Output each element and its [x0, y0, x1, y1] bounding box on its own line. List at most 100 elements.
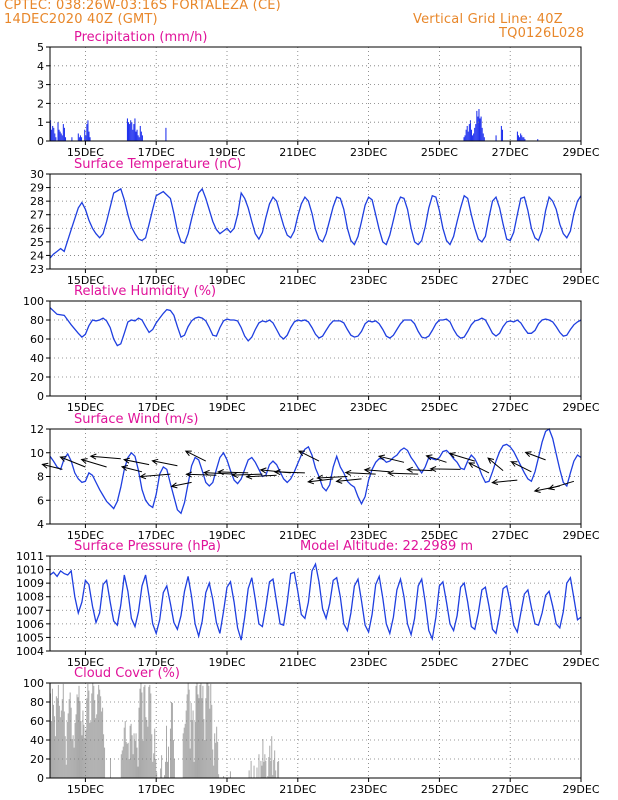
wind-vector — [307, 478, 334, 485]
precip-bar — [476, 110, 478, 141]
y-tick-label: 6 — [37, 494, 44, 507]
cloud-bar — [183, 727, 185, 778]
cloud-bar — [144, 684, 146, 778]
y-tick-label: 0 — [37, 135, 44, 148]
precip-bar — [468, 124, 470, 141]
cloud-bar — [122, 746, 124, 778]
y-tick-label: 23 — [30, 263, 44, 276]
cloud-bar — [190, 702, 192, 778]
cloud-bar — [169, 728, 171, 778]
precip-bar — [57, 122, 59, 141]
cloud-bar — [229, 771, 231, 778]
cloud-bar — [89, 722, 91, 778]
precip-bar — [52, 125, 54, 141]
panel-frame — [49, 428, 582, 525]
wind-vector — [245, 473, 277, 480]
precip-bar — [85, 135, 87, 141]
cloud-bar — [209, 708, 211, 778]
y-tick-label: 40 — [30, 352, 44, 365]
x-tick-label: 19DEC — [208, 656, 245, 669]
precip-bar — [80, 137, 83, 141]
x-tick-label: 19DEC — [208, 146, 245, 159]
cloud-bar — [191, 720, 193, 778]
y-tick-label: 27 — [30, 209, 44, 222]
cloud-bar — [124, 721, 126, 778]
cloud-bar — [56, 698, 58, 778]
cloud-bar — [150, 693, 152, 778]
precip-bar — [55, 137, 57, 141]
panel-title: Surface Wind (m/s) — [74, 412, 198, 427]
cloud-bar — [164, 775, 166, 778]
precip-bar — [58, 129, 60, 141]
cloud-bar — [127, 742, 129, 778]
precip-bar — [139, 125, 141, 141]
wind-vector — [387, 470, 419, 477]
cloud-bar — [94, 700, 96, 778]
cloud-bar — [156, 772, 158, 778]
cloud-bar — [263, 761, 265, 778]
precip-bar — [475, 124, 477, 141]
cloud-bar — [205, 698, 207, 778]
x-tick-label: 15DEC — [67, 783, 104, 796]
x-tick-label: 17DEC — [138, 529, 175, 542]
precip-bar — [77, 133, 79, 141]
panel-title: Precipitation (mm/h) — [74, 30, 207, 45]
cloud-bar — [104, 747, 106, 778]
cloud-bar — [139, 688, 141, 778]
cloud-bar — [275, 770, 277, 778]
cloud-bar — [210, 683, 212, 778]
cloud-bar — [216, 726, 218, 778]
cloud-bar — [147, 726, 149, 778]
x-tick-label: 29DEC — [562, 146, 599, 159]
cloud-bar — [125, 741, 127, 778]
precip-bar — [500, 125, 502, 141]
precip-bar — [477, 116, 479, 141]
header-date: 14DEC2020 40Z (GMT) — [4, 12, 158, 27]
y-tick-label: 12 — [30, 423, 44, 436]
cloud-bar — [74, 722, 76, 778]
cloud-bar — [154, 728, 156, 778]
x-tick-label: 15DEC — [67, 529, 104, 542]
precip-bar — [79, 135, 81, 141]
cloud-bar — [76, 694, 78, 778]
cloud-bar — [103, 734, 105, 778]
cloud-bar — [187, 683, 189, 778]
cloud-bar — [87, 683, 89, 778]
wind-vector — [335, 477, 362, 484]
cloud-bar — [155, 759, 157, 778]
x-tick-label: 27DEC — [492, 529, 529, 542]
precip-bar — [134, 118, 136, 141]
cloud-bar — [250, 760, 252, 778]
precip-bar — [78, 137, 80, 141]
cloud-bar — [91, 693, 93, 778]
wind-vector — [377, 454, 405, 463]
cloud-bar — [61, 699, 63, 778]
wind-vector — [122, 457, 150, 466]
x-tick-label: 21DEC — [279, 529, 316, 542]
cloud-bar — [258, 754, 260, 778]
y-tick-label: 80 — [30, 696, 44, 709]
cloud-bar — [188, 689, 190, 778]
x-tick-label: 27DEC — [492, 656, 529, 669]
cloud-bar — [63, 711, 65, 778]
y-tick-label: 1008 — [16, 591, 44, 604]
cloud-bar — [223, 776, 225, 778]
precip-bar — [472, 135, 474, 141]
wind-vector — [170, 481, 192, 489]
y-tick-label: 26 — [30, 222, 44, 235]
cloud-bar — [123, 727, 125, 778]
x-tick-label: 19DEC — [208, 274, 245, 287]
precip-bar — [473, 133, 475, 141]
cloud-bar — [52, 704, 54, 778]
cloud-bar — [182, 733, 184, 778]
precip-bar — [86, 124, 88, 141]
y-tick-label: 3 — [37, 79, 44, 92]
cloud-bar — [166, 725, 168, 778]
cloud-bar — [86, 698, 88, 778]
cloud-bar — [197, 694, 199, 778]
cloud-bar — [78, 685, 80, 778]
x-tick-label: 21DEC — [279, 656, 316, 669]
y-tick-label: 20 — [30, 371, 44, 384]
cloud-bar — [134, 740, 136, 778]
